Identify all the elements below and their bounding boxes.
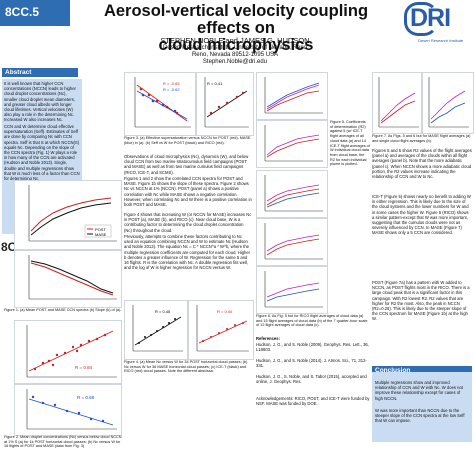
- figure-3b: R = 0.41: [196, 72, 254, 136]
- figure-7b: [422, 72, 474, 134]
- figure-1a: POST MASE: [14, 180, 122, 250]
- session-badge: 8CC.5: [0, 0, 70, 26]
- figure-5b-plot: [264, 125, 323, 162]
- figure-5-caption: Figure 5. Coefficients of determination …: [330, 120, 370, 167]
- figure-1b: [14, 250, 122, 308]
- right-text-3: POST (Figure 7a) has a pattern with W ad…: [372, 280, 470, 322]
- fig3a-r-value-1: R = -0.65: [163, 81, 180, 86]
- figure-4b: R = 0.40: [188, 300, 254, 360]
- conclusion-heading: Conclusion: [372, 366, 472, 375]
- dri-logo: DRI Desert Research Institute: [404, 2, 470, 60]
- session-tag: 8CC.5: [5, 5, 40, 19]
- middle-text-2: Figures 1 and 2 show the correlated CCN …: [124, 176, 252, 208]
- author-names: STEPHEN NOBLE and JAMES G. HUDSON: [160, 36, 310, 45]
- address: Reno, Nevada 89512-1095 USA: [191, 52, 279, 58]
- figure-4a: R = 0.45: [124, 300, 188, 360]
- figure-2b-plot: R = 0.68: [26, 389, 117, 430]
- figure-5a-plot: [264, 77, 323, 114]
- middle-text-4: Previously, attempts to combine these fa…: [124, 234, 251, 271]
- figure-6b: [256, 218, 328, 266]
- figure-2-caption: Figure 2. Mean droplet concentrations (N…: [4, 435, 122, 449]
- fig4a-r-value: R = 0.45: [155, 309, 171, 314]
- figure-2b: R = 0.68: [14, 384, 122, 436]
- figure-3b-plot: R = 0.41: [204, 77, 249, 128]
- figure-5b: [256, 120, 328, 168]
- fig3b-r-value: R = 0.41: [207, 81, 223, 86]
- email: Stephen.Noble@dri.edu: [202, 59, 268, 65]
- figure-6a-plot: [264, 175, 323, 212]
- legend-post: POST: [95, 227, 106, 232]
- figure-2a: R = 0.84: [14, 320, 122, 384]
- figure-2a-plot: R = 0.84: [26, 325, 117, 378]
- acknowledgements: Acknowledgements: RICO, POST, and ICE-T …: [256, 396, 370, 407]
- figure-3-caption: Figure 3. (a) Effective supersaturation …: [124, 136, 251, 145]
- abstract-text: It is well known that higher CCN concent…: [4, 81, 76, 123]
- figure-3a-plot: R = -0.65 R = -0.62: [134, 77, 191, 128]
- conclusion-panel: Multiple regressions show and improved r…: [372, 372, 472, 442]
- fig2a-r-value: R = 0.84: [75, 365, 93, 370]
- abstract-text-2: CCN and W determine cloud effective supe…: [4, 124, 80, 182]
- title-line-1: Aerosol-vertical velocity coupling effec…: [103, 2, 369, 37]
- reference-2: Hudson, J. G., and S. Noble (2014), J. A…: [256, 358, 367, 369]
- references-heading: References:: [256, 336, 280, 341]
- figure-5a: [256, 72, 328, 120]
- affiliation: Desert Research Institute, University of…: [162, 45, 308, 51]
- figure-6b-plot: [264, 223, 323, 260]
- logo-subtitle: Desert Research Institute: [418, 38, 464, 43]
- figure-4-caption: Figure 4. (a) Mean Nc versus W for 34 PO…: [124, 360, 248, 374]
- figure-1-caption: Figure 1. (a) Mean POST and MASE CCN spe…: [4, 308, 122, 312]
- figure-1b-plot: [28, 255, 117, 300]
- figure-7b-plot: [428, 77, 469, 128]
- poster-title: Aerosol-vertical velocity coupling effec…: [78, 3, 394, 54]
- reference-3: Hudson, J. G., S. Noble, and S. Tabor (2…: [256, 374, 367, 385]
- figure-4b-plot: R = 0.40: [196, 305, 249, 352]
- author-block: STEPHEN NOBLE and JAMES G. HUDSON Desert…: [120, 37, 350, 66]
- abstract-heading: Abstract: [2, 68, 78, 77]
- poster-header: 8CC.5 Aerosol-vertical velocity coupling…: [0, 0, 474, 66]
- title-line-2: cloud microphysics: [158, 36, 314, 54]
- logo-text: DRI: [410, 4, 451, 32]
- figure-7-caption: Figure 7. As Figs. 5 and 6 but for MASE …: [372, 134, 471, 143]
- figure-7a: [372, 72, 422, 134]
- figure-4a-plot: R = 0.45: [132, 305, 183, 352]
- conclusion-item-2: W was more important than NCCN due to th…: [375, 408, 465, 424]
- figure-6-caption: Figure 6. As Fig. 5 but for RICO flight …: [256, 314, 368, 328]
- figure-7a-plot: [378, 77, 419, 128]
- fig4b-r-value: R = 0.40: [217, 309, 233, 314]
- fig3a-r-value-2: R = -0.62: [163, 87, 180, 92]
- legend-mase: MASE: [95, 232, 107, 237]
- right-text-2: ICE-T (Figure 5) shows nearly no benefit…: [372, 194, 471, 236]
- conclusion-item-1: Multiple regressions show and improved r…: [375, 380, 463, 401]
- figure-6c-plot: [264, 271, 323, 308]
- figure-6c: [256, 266, 328, 314]
- middle-text-1: Observations of cloud microphysics (Nc),…: [124, 154, 249, 175]
- right-text-1: Figures 5 and 6 show R2 values of the fl…: [372, 148, 472, 180]
- middle-text-3: Figure 4 shows that increasing W (or NCC…: [124, 212, 252, 233]
- reference-1: Hudson, J. G., and S. Noble (2009), Geop…: [256, 342, 369, 353]
- fig2b-r-value: R = 0.68: [77, 395, 95, 400]
- figure-1a-plot: POST MASE: [28, 185, 117, 242]
- figure-6a: [256, 170, 328, 218]
- logo-ring-icon: [404, 2, 438, 36]
- figure-3a: R = -0.65 R = -0.62: [124, 72, 196, 136]
